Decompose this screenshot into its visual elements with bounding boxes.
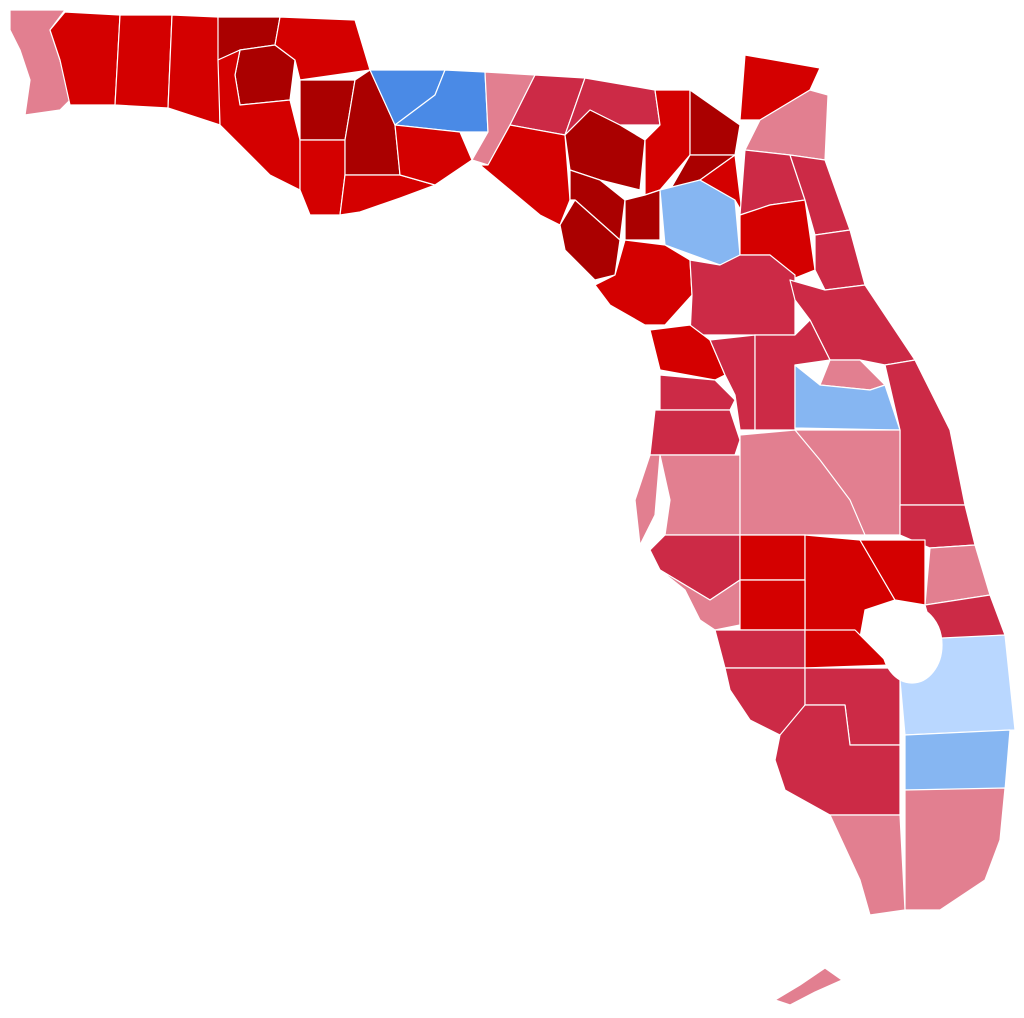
county (689, 254, 796, 336)
county (479, 124, 571, 226)
county (739, 579, 806, 631)
county (217, 49, 301, 191)
county (739, 534, 806, 581)
county (234, 44, 296, 106)
county (754, 319, 831, 431)
county (634, 454, 661, 546)
county (167, 14, 221, 126)
county (904, 787, 1006, 911)
county (814, 229, 866, 291)
county (114, 14, 173, 109)
county (624, 189, 661, 241)
county (794, 364, 901, 431)
county (564, 109, 646, 191)
county (659, 569, 741, 631)
county (689, 89, 741, 156)
county (299, 139, 346, 216)
county (659, 454, 741, 536)
county (789, 279, 916, 366)
county (774, 704, 901, 816)
county (649, 409, 741, 456)
county (794, 429, 901, 536)
county (904, 729, 1011, 791)
county (774, 967, 843, 1006)
county (714, 629, 806, 669)
county (829, 814, 906, 916)
lake (881, 606, 943, 684)
county (659, 374, 736, 411)
county (394, 124, 473, 186)
county (804, 629, 891, 669)
county (594, 239, 693, 326)
